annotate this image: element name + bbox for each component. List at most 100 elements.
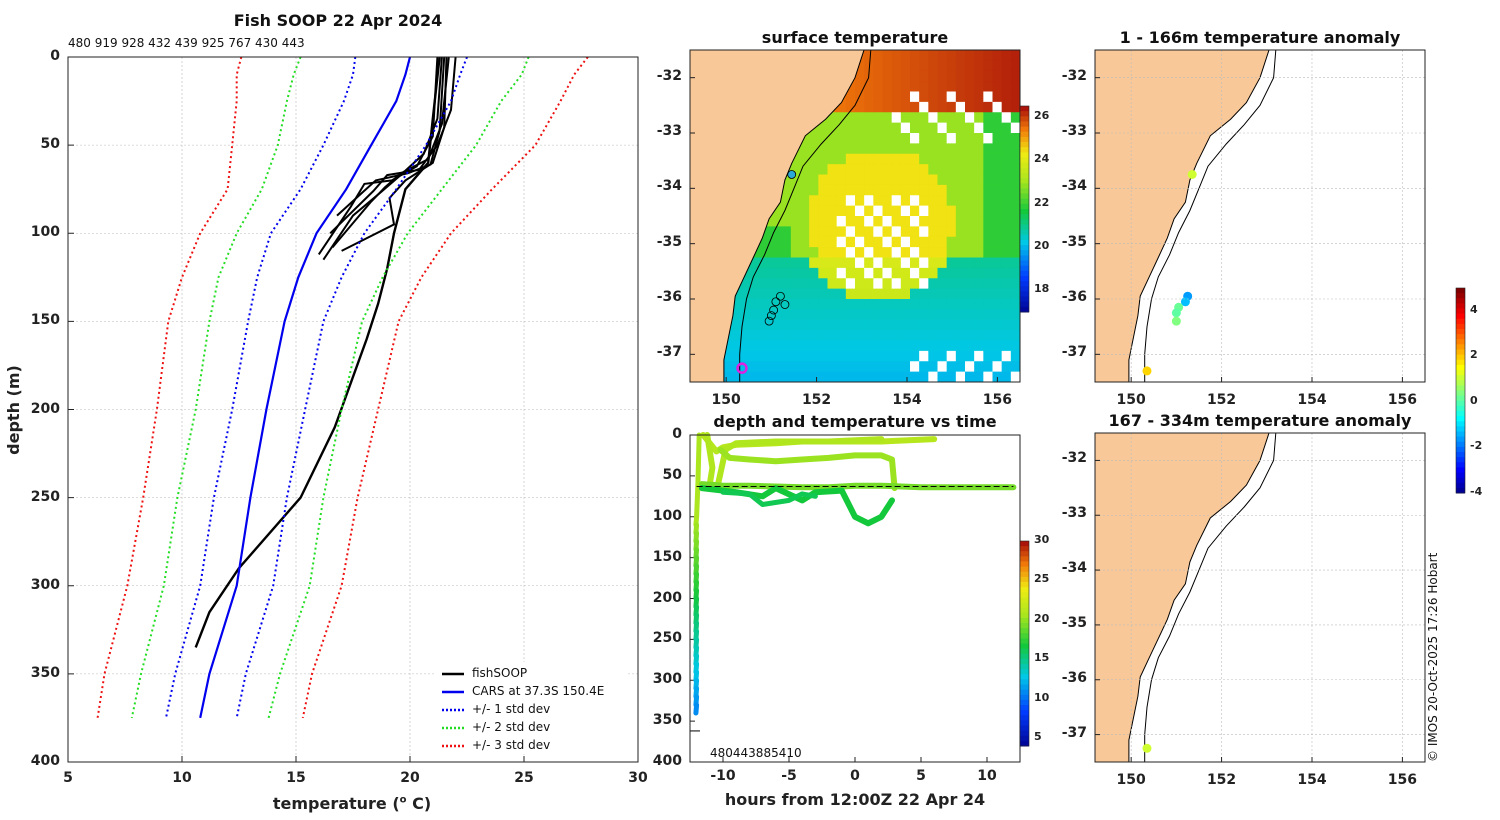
sst-cell [983, 278, 994, 290]
sst-cell [836, 278, 847, 290]
sst-cell [845, 153, 856, 165]
sst-cell [845, 247, 856, 259]
sst-cell [855, 361, 865, 373]
sst-cell [891, 50, 902, 61]
sst-cell [882, 288, 893, 300]
sst-cell [955, 278, 966, 290]
anomaly-point [1171, 316, 1181, 326]
temp-colorbar-cell [1020, 541, 1029, 547]
sst-cell [873, 216, 884, 227]
sst-cell [919, 361, 929, 373]
sst-colorbar-cell [1020, 306, 1029, 313]
sst-cell [919, 91, 929, 103]
sst-cell [855, 371, 865, 382]
sst-cell [790, 361, 801, 373]
anomaly-colorbar-cell [1456, 380, 1465, 386]
map-panel-4 [1094, 432, 1426, 763]
sst-cell [946, 319, 957, 331]
sst-cell [855, 153, 865, 165]
sst-cell [763, 278, 774, 290]
sst-cell [983, 226, 994, 238]
sst-cell [910, 153, 920, 165]
anomaly-colorbar-cell [1456, 426, 1465, 432]
sst-cell [809, 267, 819, 279]
temp-colorbar-cell [1020, 674, 1029, 680]
sst-cell [845, 205, 856, 217]
sst-cell [873, 122, 884, 134]
sst-cell [946, 340, 957, 352]
sst-cell [955, 371, 966, 382]
x-tick-label: 30 [628, 770, 648, 786]
sst-cell [937, 309, 948, 321]
sst-cell [818, 278, 829, 290]
anomaly-point [1180, 297, 1190, 307]
sst-cell [772, 319, 783, 331]
sst-cell [955, 267, 966, 279]
sst-cell [900, 247, 911, 259]
sst-cell [900, 299, 911, 310]
sst-cell [910, 288, 920, 300]
map-y-tick-label: -32 [1061, 450, 1087, 467]
sst-cell [754, 299, 764, 310]
sst-cell [763, 267, 774, 279]
sst-cell [772, 330, 783, 342]
sst-cell [809, 340, 819, 352]
sst-cell [818, 330, 829, 342]
sst-cell [919, 112, 929, 124]
sst-cell [1001, 247, 1012, 259]
sst-cell [983, 101, 994, 113]
sst-cell [818, 350, 829, 362]
temp-colorbar-cell [1020, 689, 1029, 696]
sst-cell [781, 257, 792, 269]
sst-cell [882, 205, 893, 217]
sst-cell [1010, 195, 1020, 207]
sst-cell [845, 236, 856, 248]
sst-cell [910, 133, 920, 144]
sst-cell [754, 340, 764, 352]
sst-cell [955, 60, 966, 72]
sst-cell [754, 371, 764, 382]
sst-cell [845, 81, 856, 93]
sst-cell [790, 247, 801, 259]
sst-cell [864, 299, 874, 310]
sst-cell [946, 184, 957, 196]
sst-cell [1001, 236, 1012, 248]
sst-cell [900, 174, 911, 186]
sst-cell [900, 340, 911, 352]
anomaly-colorbar-cell [1456, 446, 1465, 453]
sst-cell [919, 153, 929, 165]
sst-cell [845, 143, 856, 155]
sst-cell [781, 361, 792, 373]
map-frame [1094, 49, 1426, 383]
sst-cell [1001, 91, 1012, 103]
sst-cell [818, 216, 829, 227]
sst-cell [937, 226, 948, 238]
sst-cell [928, 153, 939, 165]
sst-cell [873, 91, 884, 103]
sst-cell [974, 153, 984, 165]
sst-cell [754, 278, 764, 290]
sst-cell [809, 247, 819, 259]
sst-cell [983, 330, 994, 342]
sst-cell [726, 371, 737, 382]
land-mass [1095, 433, 1270, 762]
sst-cell [891, 184, 902, 196]
sst-cell [983, 340, 994, 352]
sst-cell [983, 350, 994, 362]
sst-cell [910, 174, 920, 186]
sst-cell [800, 278, 810, 290]
cast-location-marker [769, 305, 779, 315]
temp-colorbar-cell [1020, 602, 1029, 609]
sst-cell [983, 91, 994, 103]
sst-cell [855, 309, 865, 321]
map-x-tick-label: 154 [1297, 772, 1327, 788]
sst-cell [1010, 319, 1020, 331]
sst-cell [735, 371, 746, 382]
sst-cell [891, 143, 902, 155]
sst-cell [882, 319, 893, 331]
sst-cell [965, 174, 975, 186]
sst-cell [855, 278, 865, 290]
sst-cell [873, 101, 884, 113]
sst-cell [873, 133, 884, 144]
sst-colorbar-cell [1020, 286, 1029, 292]
